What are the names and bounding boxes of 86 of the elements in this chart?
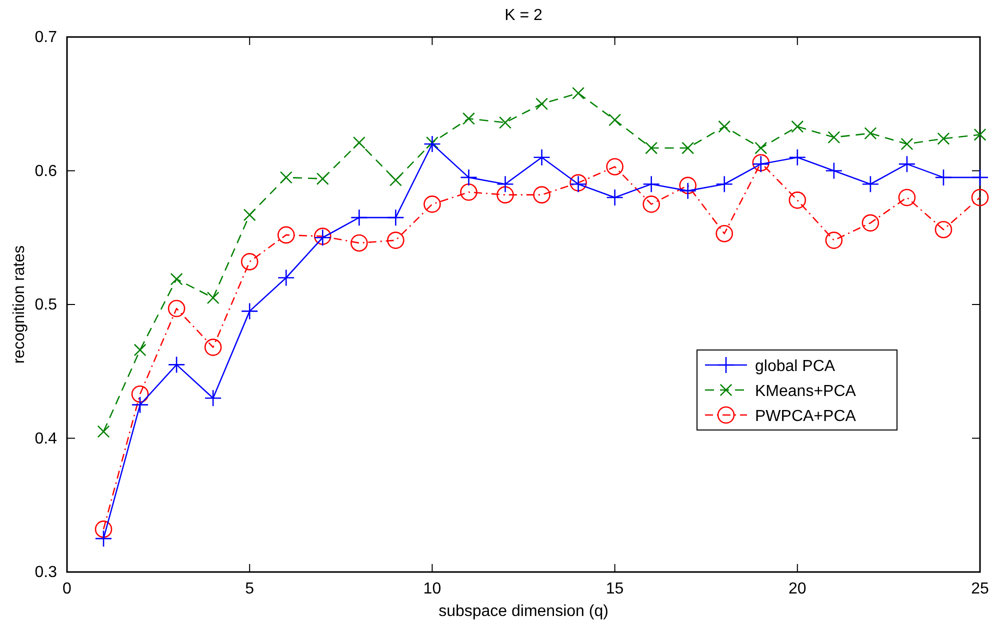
point — [862, 175, 880, 193]
point — [825, 232, 843, 249]
point — [828, 131, 840, 144]
point — [533, 148, 550, 166]
point — [94, 530, 112, 548]
point — [716, 175, 734, 193]
point — [934, 168, 952, 186]
point — [134, 344, 146, 356]
point — [864, 127, 877, 140]
point — [316, 172, 329, 186]
point — [426, 136, 438, 149]
point — [825, 162, 843, 180]
point — [460, 184, 478, 201]
point — [350, 234, 368, 252]
x-axis-title: subspace dimension (q) — [438, 603, 608, 620]
point — [131, 396, 149, 414]
point — [352, 136, 366, 149]
point — [496, 186, 514, 204]
point — [277, 226, 295, 244]
point — [679, 176, 696, 194]
point — [168, 356, 186, 374]
point — [131, 385, 149, 403]
point — [170, 272, 183, 286]
point — [94, 520, 112, 538]
x-tick-label: 25 — [971, 580, 989, 598]
y-tick-label: 0.5 — [34, 296, 58, 314]
point — [243, 208, 256, 222]
point — [168, 300, 186, 318]
x-tick-label: 10 — [423, 580, 442, 598]
point — [606, 188, 624, 206]
legend-label: global PCA — [755, 358, 836, 375]
x-tick-label: 0 — [62, 580, 72, 598]
y-tick-label: 0.6 — [34, 162, 58, 180]
point — [937, 132, 950, 145]
y-tick-label: 0.7 — [34, 29, 58, 46]
y-axis-title: recognition rates — [11, 245, 28, 364]
point — [716, 224, 734, 242]
point — [462, 112, 475, 125]
point — [682, 142, 694, 154]
point — [791, 120, 804, 133]
point — [460, 168, 478, 186]
legend-label: PWPCA+PCA — [755, 408, 856, 425]
point — [350, 208, 368, 226]
x-tick-label: 5 — [245, 580, 254, 598]
point — [898, 155, 916, 173]
point — [97, 425, 110, 438]
point — [496, 175, 514, 193]
point — [788, 148, 806, 166]
point — [240, 253, 258, 270]
point — [387, 208, 404, 226]
point — [536, 98, 548, 110]
point — [608, 114, 622, 126]
point — [898, 188, 916, 206]
x-tick-label: 20 — [788, 580, 806, 598]
point — [642, 196, 660, 213]
point — [387, 232, 404, 249]
point — [645, 142, 658, 154]
point — [642, 175, 660, 193]
point — [606, 158, 624, 176]
point — [498, 116, 512, 129]
y-tick-label: 0.4 — [34, 430, 58, 448]
x-tick-label: 15 — [606, 580, 624, 598]
point — [240, 302, 258, 320]
point — [424, 135, 441, 153]
point — [862, 214, 880, 232]
point — [277, 269, 295, 286]
point — [788, 192, 806, 209]
point — [971, 168, 989, 186]
chart-title: K = 2 — [504, 7, 542, 24]
legend-label: KMeans+PCA — [755, 383, 856, 400]
point — [280, 171, 292, 184]
point — [679, 182, 696, 200]
y-tick-label: 0.3 — [34, 564, 58, 582]
point — [754, 142, 768, 154]
point — [900, 138, 914, 150]
point — [204, 338, 222, 356]
point — [572, 86, 585, 100]
point — [974, 128, 986, 141]
point — [971, 188, 989, 206]
point — [389, 174, 402, 186]
point — [718, 120, 731, 133]
point — [533, 186, 550, 204]
point — [204, 389, 222, 407]
point — [424, 196, 441, 213]
point — [934, 220, 952, 238]
point — [206, 292, 220, 304]
